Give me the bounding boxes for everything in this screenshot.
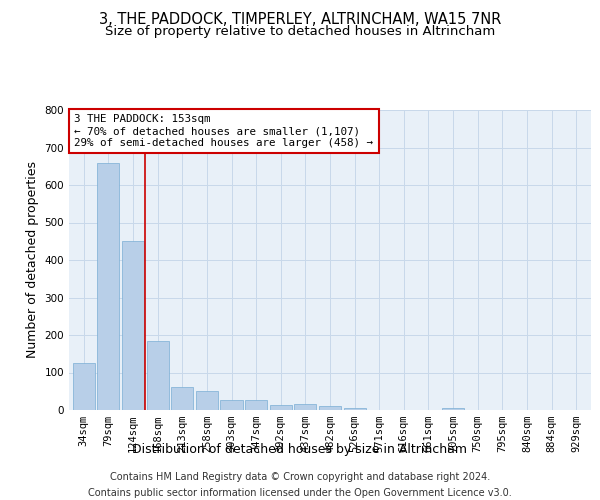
Bar	[245, 400, 267, 410]
Bar	[146, 340, 169, 410]
Text: Contains public sector information licensed under the Open Government Licence v3: Contains public sector information licen…	[88, 488, 512, 498]
Bar	[442, 408, 464, 410]
Bar	[319, 406, 341, 410]
Bar	[344, 408, 366, 410]
Bar	[269, 405, 292, 410]
Bar	[171, 387, 193, 410]
Bar	[97, 162, 119, 410]
Bar	[294, 404, 316, 410]
Bar	[220, 400, 242, 410]
Text: Contains HM Land Registry data © Crown copyright and database right 2024.: Contains HM Land Registry data © Crown c…	[110, 472, 490, 482]
Bar	[73, 363, 95, 410]
Bar	[196, 391, 218, 410]
Text: Distribution of detached houses by size in Altrincham: Distribution of detached houses by size …	[133, 442, 467, 456]
Text: 3, THE PADDOCK, TIMPERLEY, ALTRINCHAM, WA15 7NR: 3, THE PADDOCK, TIMPERLEY, ALTRINCHAM, W…	[99, 12, 501, 28]
Text: Size of property relative to detached houses in Altrincham: Size of property relative to detached ho…	[105, 25, 495, 38]
Text: 3 THE PADDOCK: 153sqm
← 70% of detached houses are smaller (1,107)
29% of semi-d: 3 THE PADDOCK: 153sqm ← 70% of detached …	[74, 114, 373, 148]
Y-axis label: Number of detached properties: Number of detached properties	[26, 162, 39, 358]
Bar	[122, 242, 144, 410]
